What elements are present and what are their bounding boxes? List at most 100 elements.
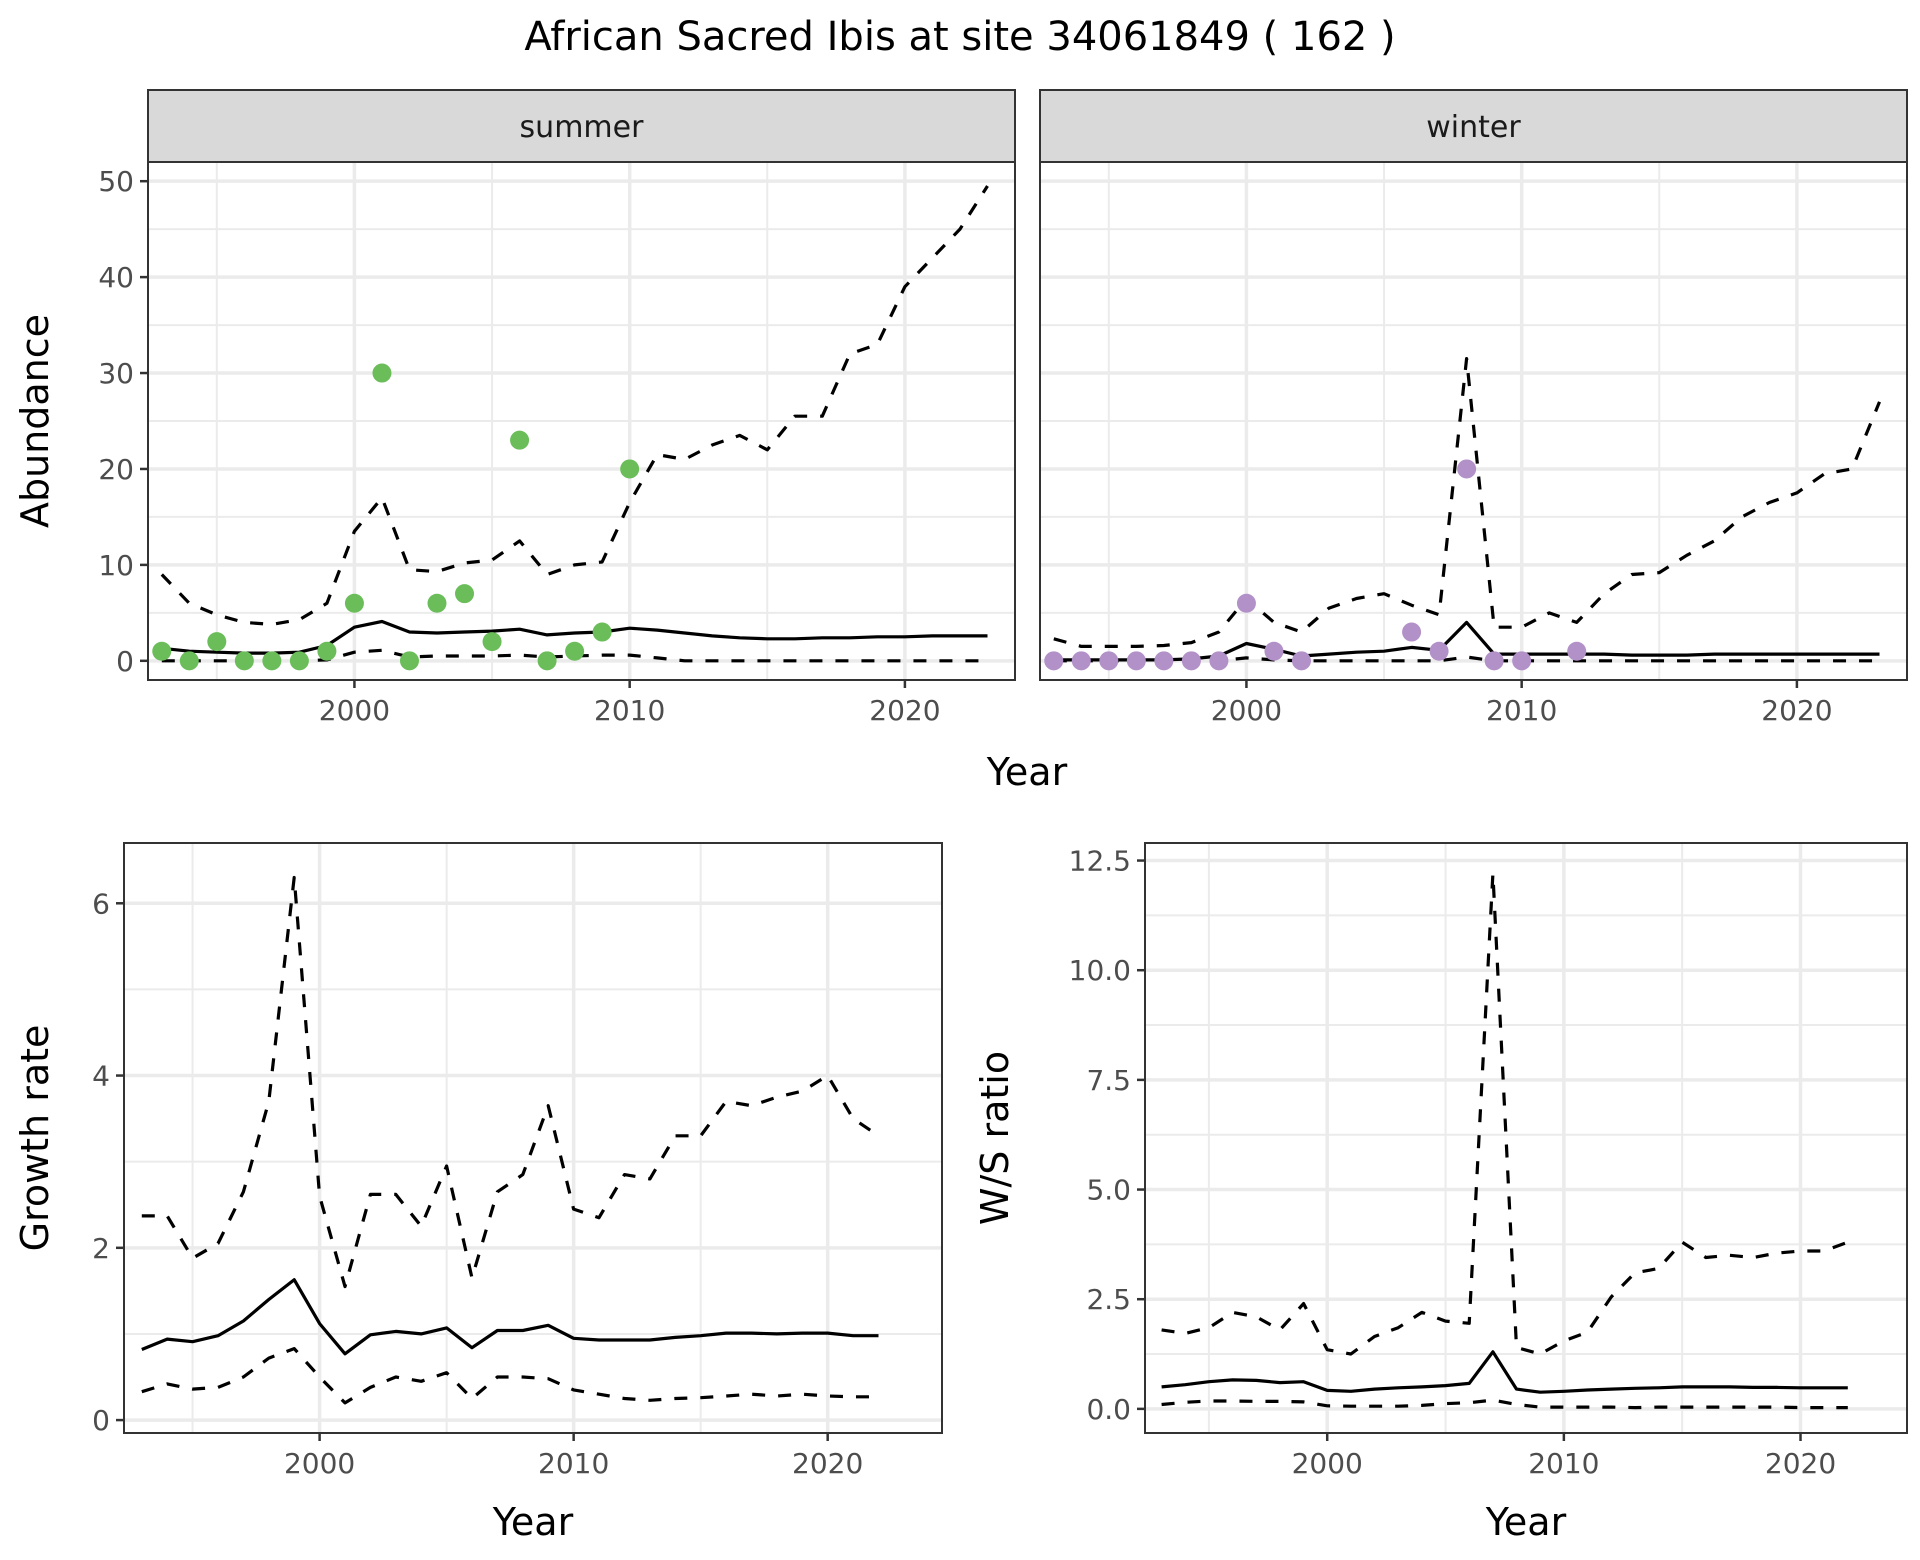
strip-summer xyxy=(147,89,1016,163)
grid-ratio xyxy=(1145,843,1907,1433)
y-tick-label: 2 xyxy=(92,1232,110,1265)
data-point xyxy=(620,459,640,479)
data-point xyxy=(372,363,392,383)
data-point xyxy=(1457,459,1477,479)
strip-label-summer: summer xyxy=(520,110,645,145)
x-tick-label: 2010 xyxy=(1486,694,1557,727)
x-axis-title-top: Year xyxy=(986,750,1068,794)
series-line-upper xyxy=(141,875,880,1289)
x-axis-title-growth: Year xyxy=(492,1500,574,1544)
grid-summer xyxy=(148,162,1015,680)
y-tick-label: 0 xyxy=(116,645,134,678)
panel-ws-ratio: 0.0 2.5 5.0 7.5 10.0 12.5 2000 2010 2020 xyxy=(1069,842,1908,1480)
x-ticks-ratio: 2000 2010 2020 xyxy=(1292,1433,1836,1480)
series-line-lower xyxy=(141,1346,879,1405)
y-ticks-abundance: 0 10 20 30 40 50 xyxy=(98,165,148,678)
x-ticks-winter: 2000 2010 2020 xyxy=(1211,680,1833,727)
y-tick-label: 0 xyxy=(92,1404,110,1437)
panel-border-ratio xyxy=(1144,842,1908,1434)
y-tick-label: 0.0 xyxy=(1086,1393,1131,1426)
data-point xyxy=(1291,651,1311,671)
data-point xyxy=(510,430,530,450)
data-point xyxy=(1567,641,1587,661)
y-axis-title-abundance: Abundance xyxy=(13,314,57,528)
data-point xyxy=(179,651,199,671)
data-point xyxy=(1181,651,1201,671)
data-point xyxy=(565,641,585,661)
x-tick-label: 2000 xyxy=(319,694,390,727)
y-tick-label: 10.0 xyxy=(1069,954,1131,987)
points-winter xyxy=(1044,459,1587,671)
grid-growth xyxy=(124,843,942,1433)
y-axis-title-ratio: W/S ratio xyxy=(973,1051,1017,1225)
y-ticks-growth: 0 2 4 6 xyxy=(92,887,124,1437)
series-line-lower xyxy=(1161,1398,1848,1410)
data-point xyxy=(317,641,337,661)
data-point xyxy=(289,651,309,671)
data-point xyxy=(1209,651,1229,671)
strip-winter xyxy=(1039,89,1908,163)
data-point xyxy=(1236,593,1256,613)
data-point xyxy=(1402,622,1422,642)
data-point xyxy=(344,593,364,613)
y-axis-title-growth: Growth rate xyxy=(13,1025,57,1252)
y-tick-label: 20 xyxy=(98,453,134,486)
data-point xyxy=(262,651,282,671)
data-point xyxy=(1264,641,1284,661)
figure-title: African Sacred Ibis at site 34061849 ( 1… xyxy=(524,14,1395,60)
y-tick-label: 12.5 xyxy=(1069,845,1131,878)
lines-ratio xyxy=(1161,872,1849,1410)
data-point xyxy=(427,593,447,613)
data-point xyxy=(1154,651,1174,671)
data-point xyxy=(537,651,557,671)
x-axis-title-ratio: Year xyxy=(1485,1500,1567,1544)
data-point xyxy=(207,632,227,652)
y-tick-label: 4 xyxy=(92,1060,110,1093)
panel-winter: winter 2000 2010 2020 xyxy=(1039,89,1908,727)
data-point xyxy=(1126,651,1146,671)
x-tick-label: 2020 xyxy=(869,694,940,727)
panel-border-winter xyxy=(1039,161,1908,681)
lines-growth xyxy=(141,875,880,1405)
x-ticks-summer: 2000 2010 2020 xyxy=(319,680,941,727)
x-tick-label: 2000 xyxy=(1211,694,1282,727)
series-line-mean xyxy=(1161,1350,1848,1394)
x-tick-label: 2020 xyxy=(1765,1447,1836,1480)
data-point xyxy=(152,641,172,661)
x-tick-label: 2000 xyxy=(1292,1447,1363,1480)
points-summer xyxy=(152,363,640,671)
data-point xyxy=(1484,651,1504,671)
x-tick-label: 2020 xyxy=(792,1447,863,1480)
y-tick-label: 40 xyxy=(98,261,134,294)
x-tick-label: 2000 xyxy=(284,1447,355,1480)
data-point xyxy=(1512,651,1532,671)
panel-summer: summer 0 10 20 30 40 50 2000 2010 2020 xyxy=(98,89,1016,727)
data-point xyxy=(1044,651,1064,671)
data-point xyxy=(234,651,254,671)
x-tick-label: 2010 xyxy=(594,694,665,727)
y-tick-label: 7.5 xyxy=(1086,1064,1131,1097)
x-ticks-growth: 2000 2010 2020 xyxy=(284,1433,863,1480)
data-point xyxy=(1429,641,1449,661)
y-tick-label: 30 xyxy=(98,357,134,390)
data-point xyxy=(1099,651,1119,671)
y-tick-label: 2.5 xyxy=(1086,1283,1131,1316)
x-tick-label: 2010 xyxy=(538,1447,609,1480)
data-point xyxy=(399,651,419,671)
data-point xyxy=(592,622,612,642)
panel-border-summer xyxy=(147,161,1016,681)
y-tick-label: 6 xyxy=(92,887,110,920)
data-point xyxy=(455,584,475,604)
y-tick-label: 10 xyxy=(98,549,134,582)
y-tick-label: 50 xyxy=(98,165,134,198)
panel-border-growth xyxy=(123,842,943,1434)
panel-growth-rate: 0 2 4 6 2000 2010 2020 xyxy=(92,842,943,1480)
grid-winter xyxy=(1040,162,1907,680)
series-line-upper xyxy=(160,185,989,627)
series-line-mean xyxy=(141,1278,879,1356)
series-line-upper xyxy=(1161,872,1849,1356)
data-point xyxy=(482,632,502,652)
y-tick-label: 5.0 xyxy=(1086,1174,1131,1207)
